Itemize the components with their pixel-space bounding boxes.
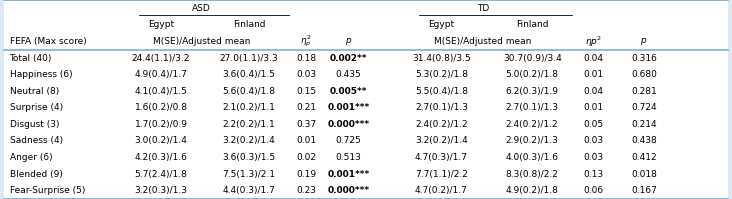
- Text: 0.000***: 0.000***: [327, 120, 370, 129]
- Text: Finland: Finland: [233, 20, 265, 29]
- Text: Disgust (3): Disgust (3): [10, 120, 59, 129]
- Text: 4.1(0.4)/1.5: 4.1(0.4)/1.5: [135, 87, 187, 96]
- Text: 0.05: 0.05: [583, 120, 604, 129]
- Text: $p$: $p$: [345, 36, 352, 47]
- Text: 0.02: 0.02: [296, 153, 316, 162]
- Text: 0.37: 0.37: [296, 120, 316, 129]
- Text: 0.281: 0.281: [631, 87, 657, 96]
- Text: 24.4(1.1)/3.2: 24.4(1.1)/3.2: [132, 54, 190, 62]
- Text: 0.001***: 0.001***: [327, 103, 370, 112]
- Text: 6.2(0.3)/1.9: 6.2(0.3)/1.9: [506, 87, 559, 96]
- Text: 0.01: 0.01: [296, 137, 316, 145]
- Text: 0.316: 0.316: [631, 54, 657, 62]
- Text: M(SE)/Adjusted mean: M(SE)/Adjusted mean: [152, 37, 250, 46]
- Text: 27.0(1.1)/3.3: 27.0(1.1)/3.3: [220, 54, 278, 62]
- FancyBboxPatch shape: [4, 1, 728, 198]
- Text: 5.5(0.4)/1.8: 5.5(0.4)/1.8: [415, 87, 468, 96]
- Text: $\eta_p^2$: $\eta_p^2$: [300, 34, 312, 49]
- Text: ASD: ASD: [192, 4, 211, 13]
- Text: FEFA (Max score): FEFA (Max score): [10, 37, 86, 46]
- Text: Neutral (8): Neutral (8): [10, 87, 59, 96]
- Text: 3.2(0.2)/1.4: 3.2(0.2)/1.4: [223, 137, 275, 145]
- Text: 5.6(0.4)/1.8: 5.6(0.4)/1.8: [223, 87, 275, 96]
- Text: 0.724: 0.724: [631, 103, 657, 112]
- Text: Fear-Surprise (5): Fear-Surprise (5): [10, 186, 85, 195]
- Text: 7.7(1.1)/2.2: 7.7(1.1)/2.2: [415, 170, 468, 179]
- Text: 0.18: 0.18: [296, 54, 316, 62]
- Text: 0.01: 0.01: [583, 103, 604, 112]
- Text: 7.5(1.3)/2.1: 7.5(1.3)/2.1: [223, 170, 275, 179]
- Text: 2.4(0.2)/1.2: 2.4(0.2)/1.2: [506, 120, 559, 129]
- Text: 5.7(2.4)/1.8: 5.7(2.4)/1.8: [135, 170, 187, 179]
- Text: 0.513: 0.513: [335, 153, 362, 162]
- Text: 4.0(0.3)/1.6: 4.0(0.3)/1.6: [506, 153, 559, 162]
- Text: Anger (6): Anger (6): [10, 153, 52, 162]
- Text: 2.4(0.2)/1.2: 2.4(0.2)/1.2: [415, 120, 468, 129]
- Text: 3.2(0.2)/1.4: 3.2(0.2)/1.4: [415, 137, 468, 145]
- Text: Blended (9): Blended (9): [10, 170, 62, 179]
- Text: 4.7(0.3)/1.7: 4.7(0.3)/1.7: [415, 153, 468, 162]
- Text: 4.9(0.2)/1.8: 4.9(0.2)/1.8: [506, 186, 559, 195]
- Text: 0.435: 0.435: [335, 70, 362, 79]
- Text: 2.9(0.2)/1.3: 2.9(0.2)/1.3: [506, 137, 559, 145]
- Text: 0.000***: 0.000***: [327, 186, 370, 195]
- Text: 1.7(0.2)/0.9: 1.7(0.2)/0.9: [135, 120, 187, 129]
- Text: 0.13: 0.13: [583, 170, 604, 179]
- Text: 0.214: 0.214: [631, 120, 657, 129]
- Text: 0.15: 0.15: [296, 87, 316, 96]
- Text: Finland: Finland: [516, 20, 548, 29]
- Text: 0.03: 0.03: [583, 153, 604, 162]
- Text: 0.01: 0.01: [583, 70, 604, 79]
- Text: 0.725: 0.725: [335, 137, 362, 145]
- Text: 3.2(0.3)/1.3: 3.2(0.3)/1.3: [135, 186, 187, 195]
- Text: 0.06: 0.06: [583, 186, 604, 195]
- Text: 0.21: 0.21: [296, 103, 316, 112]
- Text: 0.438: 0.438: [631, 137, 657, 145]
- Text: 0.19: 0.19: [296, 170, 316, 179]
- Text: 5.0(0.2)/1.8: 5.0(0.2)/1.8: [506, 70, 559, 79]
- Text: Sadness (4): Sadness (4): [10, 137, 63, 145]
- Text: $\eta p^2$: $\eta p^2$: [585, 34, 602, 49]
- Text: 0.680: 0.680: [631, 70, 657, 79]
- Text: 3.0(0.2)/1.4: 3.0(0.2)/1.4: [135, 137, 187, 145]
- Text: 0.001***: 0.001***: [327, 170, 370, 179]
- Text: 0.002**: 0.002**: [329, 54, 367, 62]
- Text: 4.2(0.3)/1.6: 4.2(0.3)/1.6: [135, 153, 187, 162]
- Text: 4.9(0.4)/1.7: 4.9(0.4)/1.7: [135, 70, 187, 79]
- Text: Egypt: Egypt: [148, 20, 174, 29]
- Text: 4.7(0.2)/1.7: 4.7(0.2)/1.7: [415, 186, 468, 195]
- Text: 2.2(0.2)/1.1: 2.2(0.2)/1.1: [223, 120, 275, 129]
- Text: 0.04: 0.04: [583, 87, 604, 96]
- Text: Surprise (4): Surprise (4): [10, 103, 63, 112]
- Text: M(SE)/Adjusted mean: M(SE)/Adjusted mean: [434, 37, 532, 46]
- Text: 0.23: 0.23: [296, 186, 316, 195]
- Text: Happiness (6): Happiness (6): [10, 70, 72, 79]
- Text: $p$: $p$: [640, 36, 648, 47]
- Text: Total (40): Total (40): [10, 54, 52, 62]
- Text: 0.03: 0.03: [296, 70, 316, 79]
- Text: 3.6(0.3)/1.5: 3.6(0.3)/1.5: [223, 153, 275, 162]
- Text: 31.4(0.8)/3.5: 31.4(0.8)/3.5: [412, 54, 471, 62]
- Text: Egypt: Egypt: [428, 20, 455, 29]
- Text: 8.3(0.8)/2.2: 8.3(0.8)/2.2: [506, 170, 559, 179]
- Text: TD: TD: [477, 4, 489, 13]
- Text: 30.7(0.9)/3.4: 30.7(0.9)/3.4: [503, 54, 561, 62]
- Text: 0.005**: 0.005**: [329, 87, 367, 96]
- Text: 5.3(0.2)/1.8: 5.3(0.2)/1.8: [415, 70, 468, 79]
- Text: 0.04: 0.04: [583, 54, 604, 62]
- Text: 2.7(0.1)/1.3: 2.7(0.1)/1.3: [506, 103, 559, 112]
- Text: 1.6(0.2)/0.8: 1.6(0.2)/0.8: [135, 103, 187, 112]
- Text: 2.1(0.2)/1.1: 2.1(0.2)/1.1: [223, 103, 275, 112]
- Text: 0.167: 0.167: [631, 186, 657, 195]
- Text: 3.6(0.4)/1.5: 3.6(0.4)/1.5: [223, 70, 275, 79]
- Text: 4.4(0.3)/1.7: 4.4(0.3)/1.7: [223, 186, 275, 195]
- Text: 0.412: 0.412: [631, 153, 657, 162]
- Text: 0.018: 0.018: [631, 170, 657, 179]
- Text: 2.7(0.1)/1.3: 2.7(0.1)/1.3: [415, 103, 468, 112]
- Text: 0.03: 0.03: [583, 137, 604, 145]
